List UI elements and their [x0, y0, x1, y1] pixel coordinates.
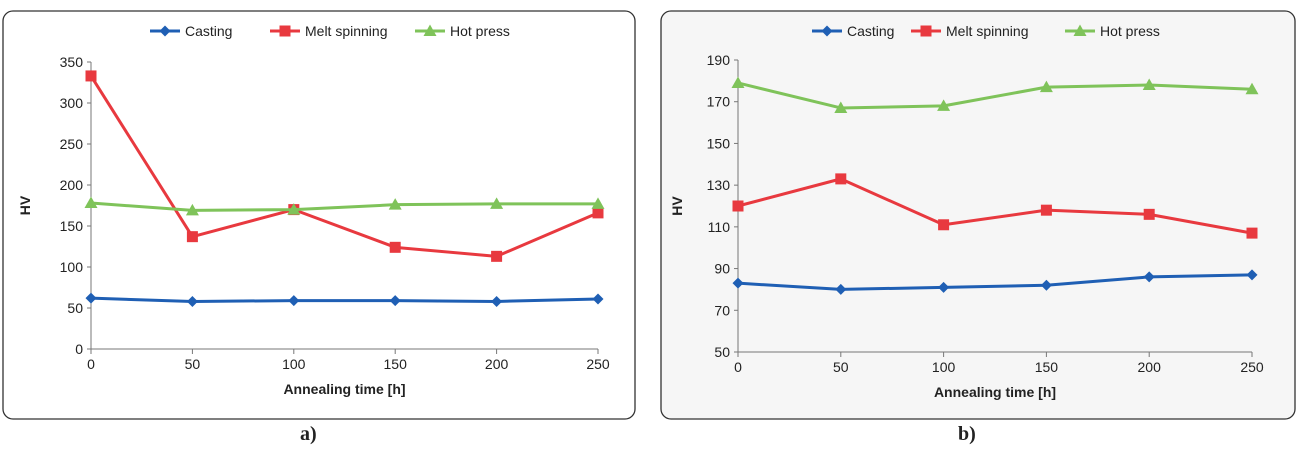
data-point [1143, 208, 1155, 220]
chart-frame [660, 10, 1296, 420]
y-tick-label: 150 [60, 218, 84, 234]
y-tick-label: 190 [707, 52, 731, 68]
y-tick-label: 50 [67, 300, 83, 316]
y-tick-label: 110 [708, 219, 731, 235]
y-tick-label: 130 [707, 177, 731, 193]
legend-marker [920, 25, 932, 37]
x-axis-title: Annealing time [h] [934, 384, 1056, 400]
data-point [389, 241, 401, 253]
data-point [1245, 82, 1259, 95]
data-point [491, 250, 503, 262]
legend: Casting Melt spinning Hot press [150, 23, 510, 39]
legend-marker [423, 24, 437, 36]
chart-panel-a: 0 50 100 150 200 250 300 350 0 50 100 150 200 250 Anne… [2, 10, 636, 420]
data-point [490, 197, 504, 209]
x-tick-label: 100 [932, 359, 956, 375]
legend-label: Casting [847, 23, 894, 39]
legend-label: Casting [185, 23, 232, 39]
data-point [1246, 227, 1258, 239]
panel-label-b: b) [958, 423, 976, 445]
series-hot-press [84, 196, 605, 216]
x-tick-label: 100 [282, 356, 306, 372]
y-axis-title: HV [669, 196, 685, 216]
data-point [287, 203, 301, 215]
data-point [186, 295, 198, 307]
data-point [1142, 78, 1156, 91]
y-tick-label: 150 [707, 135, 731, 151]
data-point [186, 231, 198, 243]
legend-label: Melt spinning [305, 23, 388, 39]
series-hot-press [731, 76, 1259, 113]
y-axis-title: HV [17, 195, 33, 215]
data-point [938, 281, 950, 293]
series-casting [732, 269, 1258, 295]
chart-frame [2, 10, 636, 420]
legend-marker [159, 25, 171, 37]
legend-label: Hot press [1100, 23, 1160, 39]
series-line [737, 81, 1253, 110]
series-line [90, 296, 599, 303]
x-tick-label: 200 [1138, 359, 1162, 375]
legend-marker [1073, 24, 1087, 36]
y-tick-label: 70 [714, 302, 730, 318]
data-point [1143, 271, 1155, 283]
panel-label-a: a) [300, 423, 317, 445]
data-point [592, 207, 604, 219]
data-point [732, 277, 744, 289]
data-point [938, 219, 950, 231]
chart-a-svg: 0 50 100 150 200 250 300 350 0 50 100 150 200 250 Anne… [2, 10, 636, 420]
data-point [85, 292, 97, 304]
data-point [937, 99, 951, 111]
x-tick-label: 0 [87, 356, 95, 372]
series-melt-spinning [732, 173, 1258, 239]
data-point [592, 293, 604, 305]
x-tick-label: 250 [586, 356, 610, 372]
data-point [1040, 279, 1052, 291]
y-tick-label: 200 [60, 177, 84, 193]
data-point [591, 197, 605, 209]
series-line [90, 201, 598, 212]
series-line [737, 177, 1253, 235]
data-point [491, 295, 503, 307]
data-point [85, 70, 97, 82]
series-casting [85, 292, 604, 307]
data-point [835, 283, 847, 295]
data-point [834, 101, 848, 113]
data-point [732, 200, 744, 212]
y-tick-label: 300 [60, 95, 84, 111]
y-tick-label: 250 [60, 136, 84, 152]
legend: Casting Melt spinning Hot press [812, 23, 1160, 39]
x-tick-label: 0 [734, 359, 742, 375]
chart-panel-b: 50 70 90 110 130 150 170 190 0 50 100 150 200 250 Anne… [660, 10, 1296, 420]
data-point [1039, 80, 1053, 93]
data-point [185, 203, 199, 216]
data-point [835, 173, 847, 185]
y-tick-label: 100 [60, 259, 84, 275]
x-tick-label: 150 [384, 356, 408, 372]
x-tick-label: 250 [1240, 359, 1264, 375]
y-tick-label: 90 [714, 261, 730, 277]
data-point [1040, 204, 1052, 216]
y-tick-label: 170 [707, 94, 731, 110]
y-tick-label: 350 [60, 54, 84, 70]
data-point [388, 198, 402, 210]
y-tick-label: 50 [714, 344, 730, 360]
data-point [1246, 269, 1258, 281]
x-axis-title: Annealing time [h] [283, 381, 405, 397]
series-line [737, 273, 1253, 291]
y-tick-label: 0 [75, 341, 83, 357]
x-tick-label: 50 [185, 356, 201, 372]
legend-marker [821, 25, 833, 37]
x-tick-label: 200 [485, 356, 509, 372]
x-tick-label: 150 [1035, 359, 1059, 375]
legend-label: Melt spinning [946, 23, 1029, 39]
legend-label: Hot press [450, 23, 510, 39]
legend-marker [279, 25, 291, 37]
data-point [731, 76, 745, 88]
x-tick-label: 50 [833, 359, 849, 375]
data-point [288, 295, 300, 307]
data-point [389, 295, 401, 307]
data-point [84, 196, 98, 209]
